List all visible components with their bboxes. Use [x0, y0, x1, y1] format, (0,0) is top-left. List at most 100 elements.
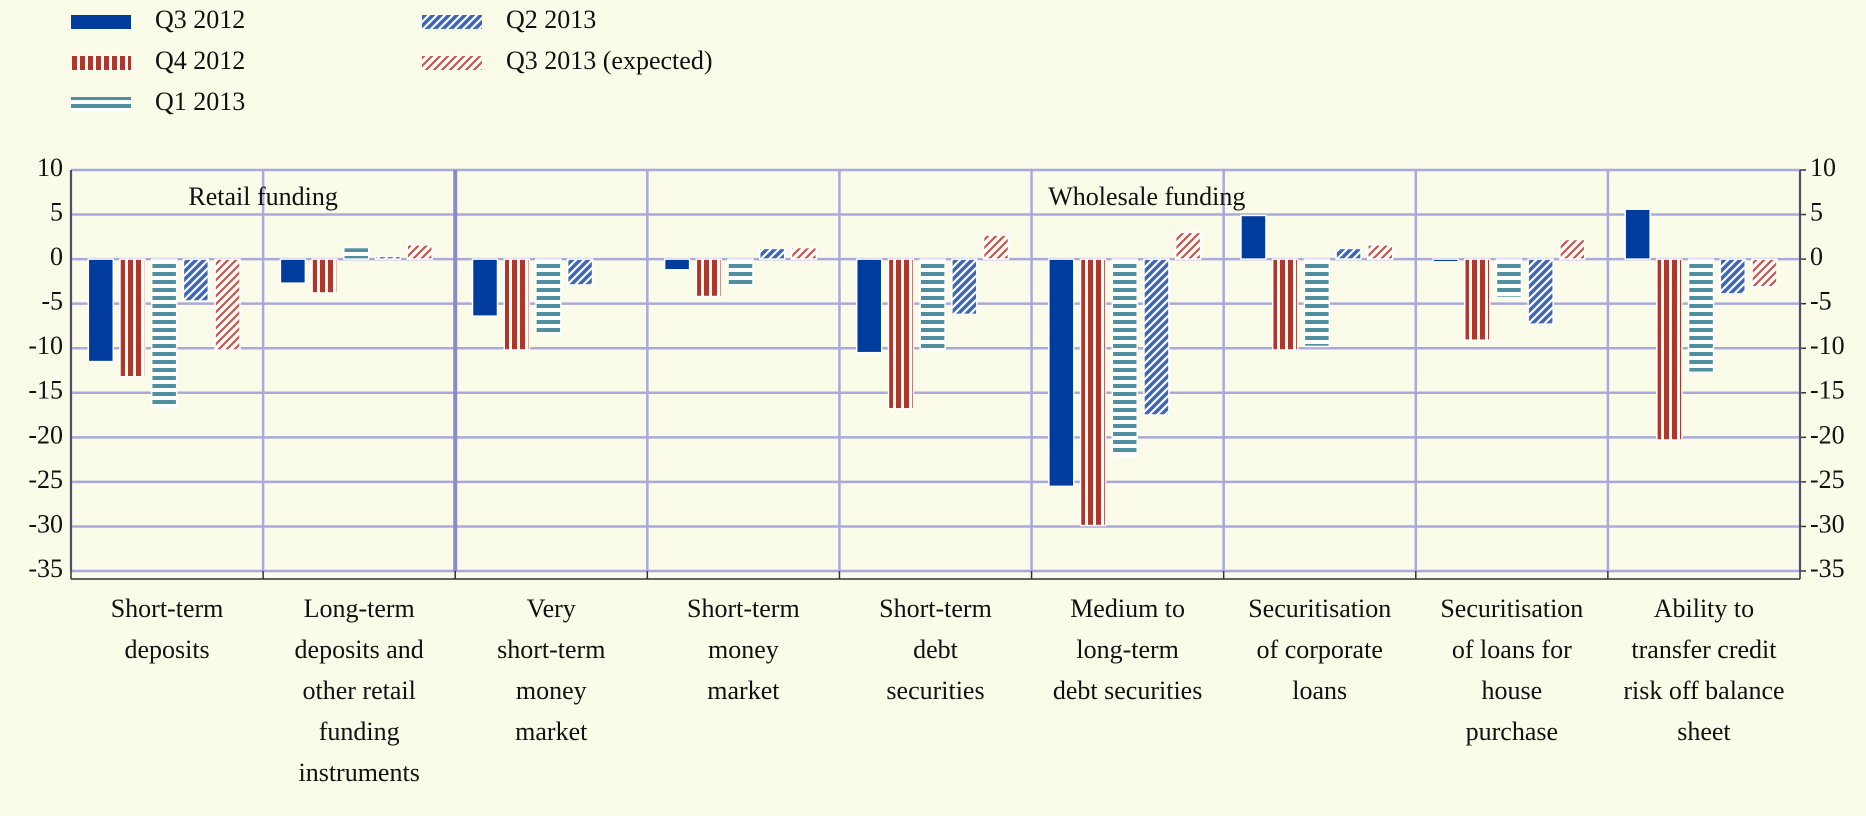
bar	[1048, 258, 1075, 488]
bar	[1174, 231, 1202, 260]
legend-swatch	[71, 15, 131, 29]
bar	[311, 258, 338, 294]
x-tick-label: funding	[319, 717, 400, 746]
x-tick-label: transfer credit	[1631, 635, 1777, 664]
bar	[1687, 258, 1715, 374]
bar	[951, 258, 978, 316]
legend-label: Q3 2013 (expected)	[506, 46, 712, 75]
x-tick-label: market	[707, 676, 780, 705]
bar	[1432, 258, 1459, 263]
x-tick-label: money	[708, 635, 779, 664]
bar	[1079, 258, 1107, 527]
bar	[790, 246, 818, 260]
bar	[982, 234, 1010, 260]
legend-label: Q2 2013	[506, 5, 596, 34]
bar	[727, 258, 754, 287]
x-tick-label: sheet	[1677, 717, 1731, 746]
bar	[1271, 258, 1299, 351]
bar	[471, 258, 499, 317]
y2-tick-label: 0	[1810, 242, 1823, 271]
x-tick-label: Medium to	[1070, 594, 1185, 623]
legend-label: Q1 2013	[155, 87, 245, 116]
bar	[1143, 258, 1170, 416]
y2-tick-label: -25	[1810, 465, 1845, 494]
y-tick-label: -30	[28, 509, 63, 538]
y-tick-label: -20	[28, 420, 63, 449]
bar	[1719, 258, 1746, 295]
bar	[1240, 214, 1267, 260]
y2-tick-label: -10	[1810, 331, 1845, 360]
y-tick-label: 10	[37, 153, 63, 182]
x-tick-label: debt	[913, 635, 959, 664]
x-tick-label: short-term	[497, 635, 605, 664]
legend-label: Q4 2012	[155, 46, 245, 75]
legend-swatch	[422, 15, 482, 29]
bar	[1303, 258, 1331, 348]
y-tick-label: -10	[28, 331, 63, 360]
x-tick-label: Short-term	[111, 594, 224, 623]
bar	[1527, 258, 1554, 325]
bar	[919, 258, 946, 351]
x-tick-label: Long-term	[304, 594, 415, 623]
y2-tick-label: -35	[1810, 554, 1845, 583]
x-tick-label: deposits and	[295, 635, 424, 664]
bar	[406, 244, 433, 260]
bar	[150, 258, 178, 409]
x-tick-label: house	[1481, 676, 1542, 705]
x-tick-label: money	[516, 676, 587, 705]
bar	[1335, 247, 1362, 260]
x-tick-label: of corporate	[1257, 635, 1383, 664]
x-tick-label: debt securities	[1053, 676, 1202, 705]
x-tick-label: Short-term	[879, 594, 992, 623]
y-tick-label: 0	[50, 242, 63, 271]
bar	[663, 258, 691, 271]
bar	[1367, 244, 1394, 260]
bar	[1495, 258, 1523, 299]
legend-label: Q3 2012	[155, 5, 245, 34]
x-tick-label: loans	[1292, 676, 1347, 705]
x-tick-label: of loans for	[1452, 635, 1572, 664]
x-tick-label: market	[515, 717, 588, 746]
y2-tick-label: -30	[1810, 509, 1845, 538]
bar	[1624, 208, 1651, 260]
x-tick-label: Very	[527, 594, 576, 623]
bar	[214, 258, 241, 351]
y2-tick-label: 5	[1810, 198, 1823, 227]
annotation: Retail funding	[188, 182, 337, 211]
bar	[535, 258, 562, 334]
bar	[1464, 258, 1491, 341]
y2-tick-label: -5	[1810, 287, 1832, 316]
y-tick-label: -25	[28, 465, 63, 494]
bar	[855, 258, 883, 354]
bar	[87, 258, 115, 363]
y-tick-label: -15	[28, 376, 63, 405]
bar	[695, 258, 723, 298]
y2-tick-label: -15	[1810, 376, 1845, 405]
x-tick-label: Securitisation	[1440, 594, 1583, 623]
bar	[758, 247, 786, 260]
y-tick-label: -35	[28, 554, 63, 583]
bar	[887, 258, 915, 410]
bar	[1559, 238, 1586, 260]
x-tick-label: Ability to	[1654, 594, 1754, 623]
x-tick-label: instruments	[298, 758, 419, 787]
y-tick-label: 5	[50, 198, 63, 227]
y2-tick-label: -20	[1810, 420, 1845, 449]
legend-swatch	[71, 56, 131, 70]
bar	[1751, 258, 1778, 288]
x-tick-label: securities	[886, 676, 984, 705]
bar	[343, 246, 370, 260]
y-tick-label: -5	[41, 287, 63, 316]
bar	[182, 258, 210, 302]
x-tick-label: deposits	[124, 635, 209, 664]
bar	[279, 258, 307, 284]
annotation: Wholesale funding	[1048, 182, 1245, 211]
y2-tick-label: 10	[1810, 153, 1836, 182]
bar	[1656, 258, 1683, 441]
bar	[119, 258, 146, 378]
x-tick-label: Short-term	[687, 594, 800, 623]
x-tick-label: risk off balance	[1623, 676, 1784, 705]
x-tick-label: purchase	[1466, 717, 1558, 746]
